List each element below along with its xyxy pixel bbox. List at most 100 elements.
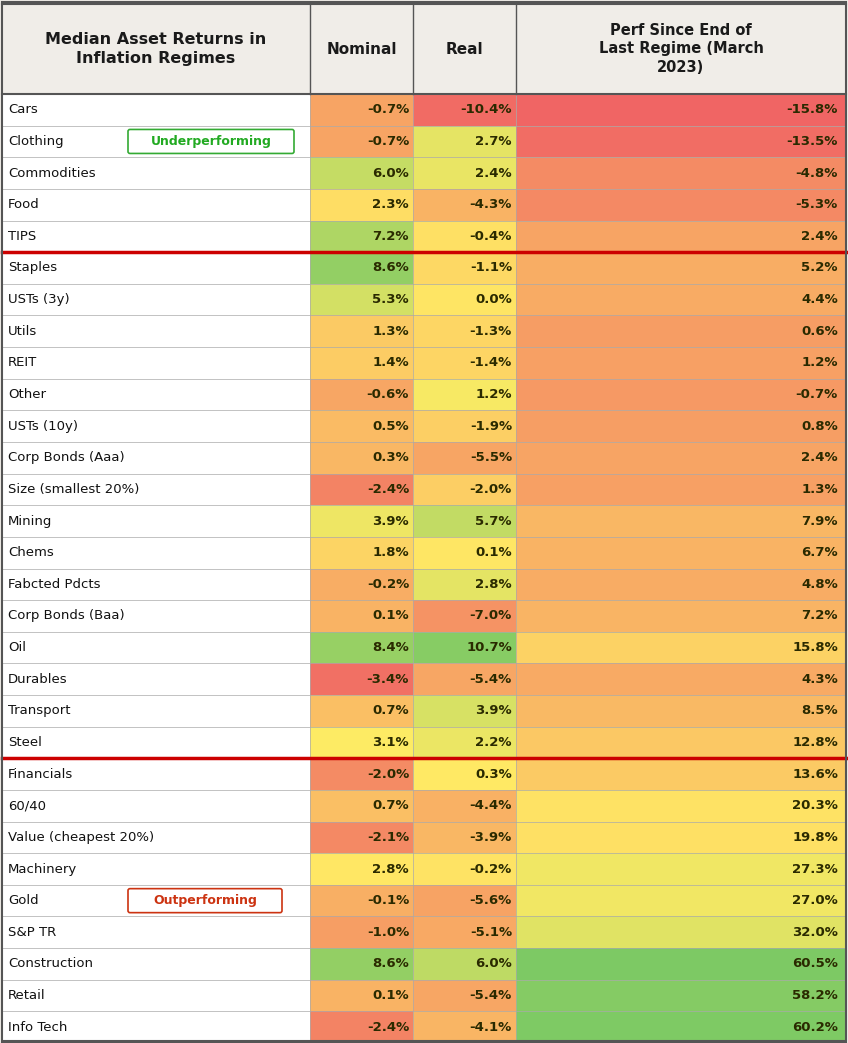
Text: -0.2%: -0.2% [470, 863, 512, 875]
Bar [2, 379, 310, 410]
Text: 0.5%: 0.5% [372, 419, 409, 433]
Bar [516, 474, 846, 505]
Text: Value (cheapest 20%): Value (cheapest 20%) [8, 831, 154, 844]
Text: 7.2%: 7.2% [372, 229, 409, 243]
Text: -0.7%: -0.7% [366, 103, 409, 117]
Text: 5.2%: 5.2% [801, 262, 838, 274]
Text: S&P TR: S&P TR [8, 926, 56, 939]
Bar [413, 410, 516, 442]
Bar [516, 284, 846, 315]
Bar [516, 1012, 846, 1043]
Text: Underperforming: Underperforming [151, 135, 271, 148]
Text: -4.3%: -4.3% [470, 198, 512, 212]
Bar [2, 727, 310, 758]
Text: USTs (10y): USTs (10y) [8, 419, 78, 433]
Text: 5.7%: 5.7% [476, 514, 512, 528]
Bar [310, 758, 413, 790]
Text: 2.4%: 2.4% [801, 229, 838, 243]
Text: Oil: Oil [8, 641, 26, 654]
Bar [310, 284, 413, 315]
Bar [2, 853, 310, 884]
Bar [413, 917, 516, 948]
Text: 0.0%: 0.0% [475, 293, 512, 306]
Text: 2.7%: 2.7% [476, 135, 512, 148]
Bar [516, 505, 846, 537]
Bar [516, 157, 846, 189]
Bar [413, 884, 516, 917]
Bar [310, 410, 413, 442]
Text: 4.8%: 4.8% [801, 578, 838, 590]
Bar [516, 727, 846, 758]
Bar [413, 790, 516, 822]
Text: -0.6%: -0.6% [366, 388, 409, 401]
Text: 0.7%: 0.7% [372, 799, 409, 812]
Bar [413, 1012, 516, 1043]
Text: -10.4%: -10.4% [460, 103, 512, 117]
Text: -1.9%: -1.9% [470, 419, 512, 433]
Bar [413, 252, 516, 284]
Text: 58.2%: 58.2% [792, 989, 838, 1002]
Bar [2, 758, 310, 790]
Text: -5.4%: -5.4% [470, 989, 512, 1002]
Bar [2, 220, 310, 252]
Bar [2, 315, 310, 347]
Text: 0.3%: 0.3% [475, 768, 512, 780]
Text: Corp Bonds (Baa): Corp Bonds (Baa) [8, 609, 125, 623]
Bar [413, 758, 516, 790]
Bar [516, 379, 846, 410]
Bar [516, 822, 846, 853]
Text: 2.8%: 2.8% [476, 578, 512, 590]
Bar [516, 948, 846, 979]
Bar [2, 663, 310, 695]
Text: -13.5%: -13.5% [787, 135, 838, 148]
Bar [2, 632, 310, 663]
Bar [413, 220, 516, 252]
Bar [413, 537, 516, 568]
Bar [516, 568, 846, 600]
Bar [2, 948, 310, 979]
Bar [2, 157, 310, 189]
Text: -1.1%: -1.1% [470, 262, 512, 274]
Text: 60.2%: 60.2% [792, 1021, 838, 1034]
Bar [310, 790, 413, 822]
Text: Median Asset Returns in
Inflation Regimes: Median Asset Returns in Inflation Regime… [46, 31, 266, 67]
Bar [516, 917, 846, 948]
Text: Mining: Mining [8, 514, 53, 528]
Bar [310, 600, 413, 632]
Bar [310, 379, 413, 410]
Bar [2, 442, 310, 474]
Bar [413, 727, 516, 758]
Text: -5.5%: -5.5% [470, 452, 512, 464]
Text: 0.7%: 0.7% [372, 704, 409, 718]
Text: Fabcted Pdcts: Fabcted Pdcts [8, 578, 101, 590]
Text: Steel: Steel [8, 736, 42, 749]
Bar [2, 695, 310, 727]
Bar [2, 252, 310, 284]
Bar [516, 442, 846, 474]
Text: 8.5%: 8.5% [801, 704, 838, 718]
Bar [413, 189, 516, 220]
Bar [310, 822, 413, 853]
Text: 4.4%: 4.4% [801, 293, 838, 306]
Text: 12.8%: 12.8% [792, 736, 838, 749]
Bar [2, 410, 310, 442]
Text: Financials: Financials [8, 768, 73, 780]
Text: -4.4%: -4.4% [470, 799, 512, 812]
Text: 0.1%: 0.1% [476, 547, 512, 559]
Text: -5.4%: -5.4% [470, 673, 512, 685]
Bar [516, 884, 846, 917]
Bar [413, 442, 516, 474]
Bar [310, 1012, 413, 1043]
Bar [0, 0, 848, 94]
Text: Clothing: Clothing [8, 135, 64, 148]
Bar [516, 537, 846, 568]
Bar [2, 505, 310, 537]
Text: -7.0%: -7.0% [470, 609, 512, 623]
Bar [310, 632, 413, 663]
Text: Staples: Staples [8, 262, 57, 274]
Text: 0.6%: 0.6% [801, 324, 838, 338]
Text: 7.2%: 7.2% [801, 609, 838, 623]
Text: -5.1%: -5.1% [470, 926, 512, 939]
Text: -0.4%: -0.4% [470, 229, 512, 243]
Bar [413, 379, 516, 410]
